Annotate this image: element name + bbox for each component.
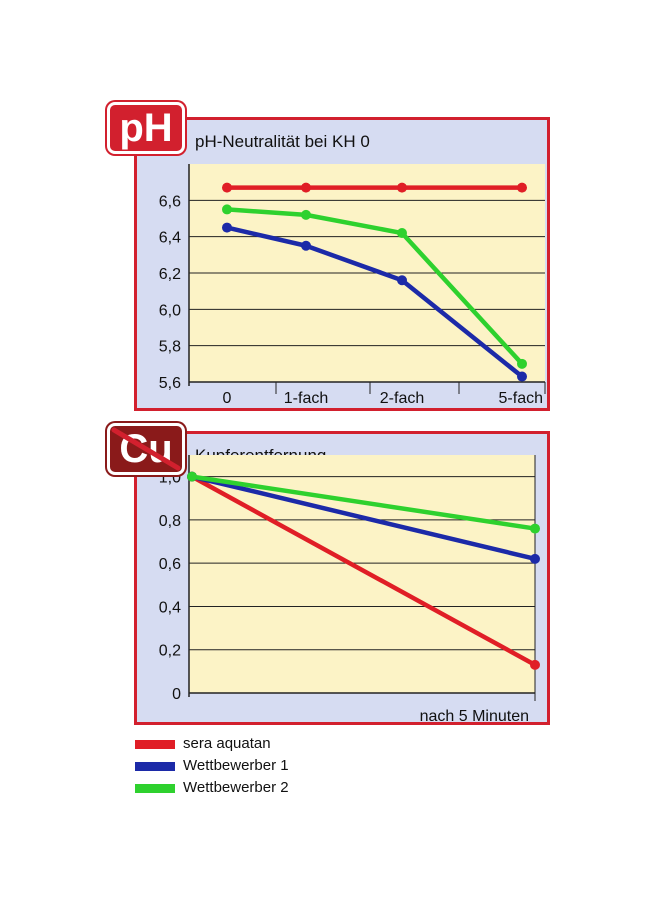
ph-chart-panel: pH-Neutralität bei KH 0 5,6 5,8 6,0 6,2 6,4 6… — [134, 117, 550, 411]
x-tick-label: 5-fach — [499, 390, 543, 407]
y-tick-label: 6,4 — [159, 230, 181, 247]
y-tick-label: 5,8 — [159, 339, 181, 356]
cu-badge: Cu — [107, 423, 185, 475]
legend-item-wettbewerber-1: Wettbewerber 1 — [135, 757, 375, 779]
ph-chart-title: pH-Neutralität bei KH 0 — [195, 132, 370, 151]
series-line-3 — [191, 474, 536, 531]
data-point — [222, 182, 232, 193]
data-point — [517, 371, 527, 382]
y-tick-label: 6,2 — [159, 266, 181, 283]
y-tick-label: 6,6 — [159, 193, 181, 210]
ph-badge: pH — [107, 102, 185, 154]
legend: sera aquatan Wettbewerber 1 Wettbewerber… — [135, 735, 375, 801]
data-point — [397, 182, 407, 193]
data-point — [530, 659, 540, 670]
ph-chart: 5,6 5,8 6,0 6,2 6,4 6,6 0 1-fach 2-fach 5-fach — [159, 164, 546, 407]
strike-through-icon — [111, 427, 181, 471]
data-point — [530, 553, 540, 564]
x-tick-label: 1-fach — [284, 390, 328, 407]
series-line-3 — [226, 207, 524, 366]
y-tick-label: 6,0 — [159, 302, 181, 319]
data-point — [301, 240, 311, 251]
data-point — [397, 228, 407, 239]
data-point — [397, 275, 407, 286]
series-line-2 — [191, 474, 536, 562]
data-point — [301, 182, 311, 193]
legend-swatch — [135, 784, 175, 793]
legend-label: Wettbewerber 1 — [183, 757, 289, 774]
data-point — [222, 222, 232, 233]
data-point — [187, 471, 197, 482]
y-tick-label: 0,6 — [159, 556, 181, 573]
y-tick-label: 0,2 — [159, 643, 181, 660]
ph-badge-text: pH — [119, 106, 173, 150]
x-tick-label: nach 5 Minuten — [420, 708, 529, 724]
data-point — [530, 523, 540, 534]
y-tick-label: 5,6 — [159, 375, 181, 392]
x-tick-label: 2-fach — [380, 390, 424, 407]
data-point — [517, 182, 527, 193]
y-tick-label: 0 — [172, 686, 181, 703]
legend-label: sera aquatan — [183, 735, 271, 752]
legend-swatch — [135, 762, 175, 771]
plot-area — [189, 455, 535, 693]
data-point — [222, 204, 232, 215]
y-tick-label: 0,4 — [159, 599, 181, 616]
legend-item-sera: sera aquatan — [135, 735, 375, 757]
legend-label: Wettbewerber 2 — [183, 779, 289, 796]
legend-item-wettbewerber-2: Wettbewerber 2 — [135, 779, 375, 801]
series-line-2 — [226, 225, 524, 379]
y-tick-label: 0,8 — [159, 513, 181, 530]
data-point — [517, 358, 527, 369]
legend-swatch — [135, 740, 175, 749]
series-line-1 — [190, 474, 537, 667]
data-point — [301, 209, 311, 220]
x-tick-label: 0 — [223, 390, 232, 407]
